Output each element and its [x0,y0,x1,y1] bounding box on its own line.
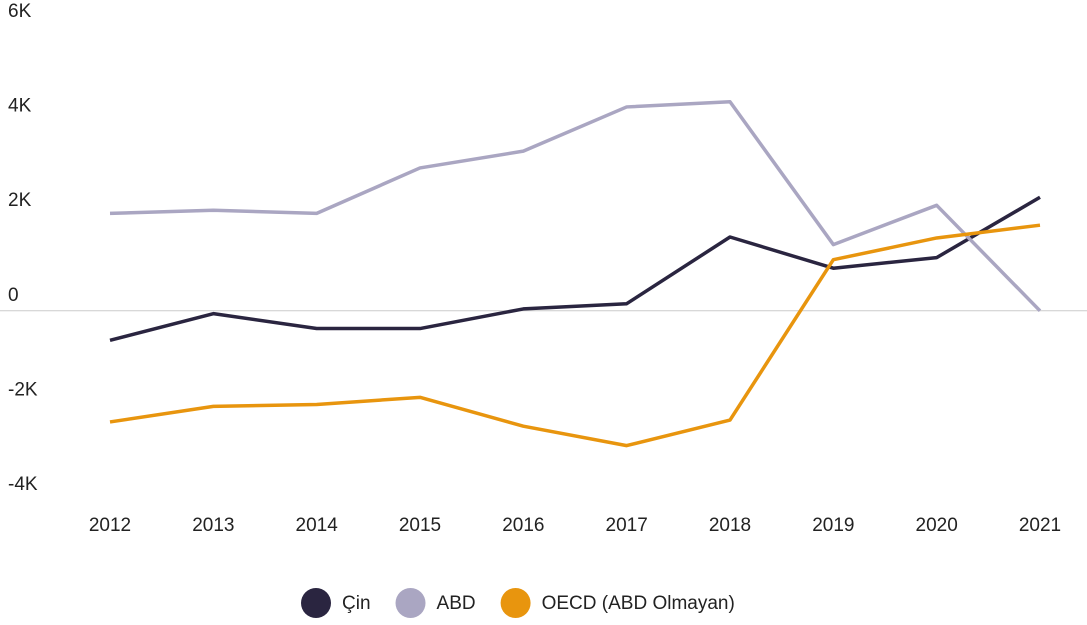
y-tick-label: 0 [8,285,19,306]
y-tick-label: -4K [8,474,38,495]
x-tick-label: 2019 [812,515,854,536]
y-tick-label: 4K [8,96,32,117]
x-tick-label: 2017 [606,515,648,536]
line-series [109,99,1042,313]
legend: Çin ABD OECD (ABD Olmayan) [301,588,735,618]
x-tick-label: 2014 [296,515,339,536]
legend-swatch [500,588,531,618]
y-tick-label: 6K [8,1,32,22]
legend-swatch [301,588,331,618]
x-tick-label: 2018 [709,515,751,536]
x-tick-label: 2013 [192,515,234,536]
legend-label: Çin [342,593,371,614]
legend-swatch [395,588,426,618]
x-tick-label: 2015 [399,515,441,536]
x-tick-label: 2016 [502,515,544,536]
x-tick-label: 2012 [89,515,131,536]
y-tick-label: -2K [8,379,38,400]
x-tick-label: 2020 [916,515,958,536]
legend-label: OECD (ABD Olmayan) [542,593,735,614]
y-tick-label: 2K [8,190,32,211]
legend-label: ABD [437,593,476,614]
x-tick-label: 2021 [1019,515,1061,536]
line-series [109,195,1041,343]
line-series [109,223,1041,448]
